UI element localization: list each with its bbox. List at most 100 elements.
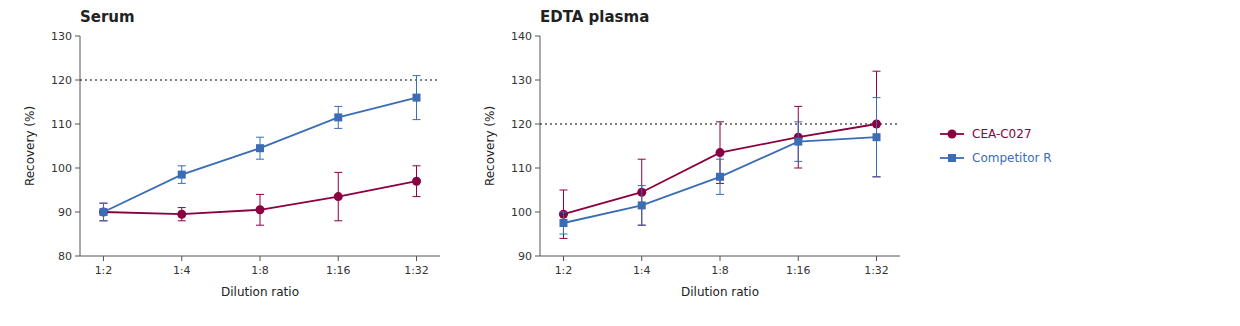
x-tick (338, 256, 339, 261)
y-tick (535, 168, 540, 169)
error-bar (873, 71, 881, 177)
error-bar (559, 212, 567, 234)
y-tick (75, 36, 80, 37)
plot-area (80, 76, 440, 226)
data-point (716, 148, 725, 157)
error-bar (559, 190, 567, 238)
series (559, 71, 881, 238)
error-bar (256, 137, 264, 159)
x-tick-label: 1:8 (251, 264, 269, 277)
error-bar (99, 203, 107, 221)
y-tick-label: 100 (51, 162, 72, 175)
y-tick (535, 80, 540, 81)
error-bar (638, 159, 646, 225)
y-tick (75, 212, 80, 213)
title: Serum (80, 8, 135, 26)
error-bar (178, 208, 186, 221)
y-tick-label: 80 (58, 250, 72, 263)
title: EDTA plasma (540, 8, 649, 26)
y-tick-label: 100 (511, 206, 532, 219)
error-bar (334, 106, 342, 128)
y-tick-label: 120 (511, 118, 532, 131)
error-bar (256, 194, 264, 225)
data-point (559, 219, 567, 227)
y-tick (535, 212, 540, 213)
x-tick-label: 1:32 (864, 264, 889, 277)
y-axis (80, 36, 81, 256)
series (559, 98, 880, 234)
error-bar (794, 122, 802, 162)
legend-item: CEA-C027 (940, 127, 1032, 141)
data-point (178, 171, 186, 179)
data-point (334, 192, 343, 201)
y-tick-label: 130 (511, 74, 532, 87)
data-point (99, 208, 108, 217)
y-axis-label: Recovery (%) (483, 106, 497, 186)
x-tick (798, 256, 799, 261)
x-tick-label: 1:16 (786, 264, 811, 277)
x-tick (416, 256, 417, 261)
data-point (177, 210, 186, 219)
y-axis-label: Recovery (%) (23, 106, 37, 186)
data-point (256, 205, 265, 214)
error-bar (794, 106, 802, 168)
legend-marker (948, 154, 956, 162)
x-tick-label: 1:16 (326, 264, 351, 277)
data-point (716, 173, 724, 181)
x-tick (641, 256, 642, 261)
x-tick-label: 1:4 (173, 264, 191, 277)
series (99, 76, 420, 221)
y-tick (535, 36, 540, 37)
series-line (103, 98, 416, 212)
x-tick-label: 1:32 (404, 264, 429, 277)
legend: CEA-C027 Competitor R (940, 127, 1052, 165)
error-bar (873, 98, 881, 177)
y-tick (535, 124, 540, 125)
x-tick-label: 1:2 (95, 264, 113, 277)
panel: Serum80901001101201301:21:41:81:161:32Di… (23, 8, 440, 299)
error-bar (334, 172, 342, 220)
x-tick (103, 256, 104, 261)
x-tick-label: 1:8 (711, 264, 729, 277)
legend-label: Competitor R (972, 151, 1052, 165)
plot-area (540, 71, 900, 238)
data-point (99, 208, 107, 216)
error-bar (413, 166, 421, 197)
y-tick-label: 90 (518, 250, 532, 263)
series (99, 166, 421, 225)
y-tick (535, 256, 540, 257)
y-tick (75, 256, 80, 257)
data-point (412, 177, 421, 186)
data-point (413, 94, 421, 102)
error-bar (716, 159, 724, 194)
y-tick-label: 110 (511, 162, 532, 175)
y-tick (75, 168, 80, 169)
error-bar (178, 166, 186, 184)
x-axis-label: Dilution ratio (681, 285, 759, 299)
data-point (794, 138, 802, 146)
y-tick-label: 140 (511, 30, 532, 43)
reference-line (80, 80, 440, 81)
x-axis-label: Dilution ratio (221, 285, 299, 299)
error-bar (638, 186, 646, 226)
x-tick (720, 256, 721, 261)
x-tick (260, 256, 261, 261)
x-tick (563, 256, 564, 261)
y-tick-label: 120 (51, 74, 72, 87)
legend-label: CEA-C027 (972, 127, 1032, 141)
legend-marker (948, 130, 957, 139)
data-point (873, 133, 881, 141)
x-tick (876, 256, 877, 261)
x-tick-label: 1:4 (633, 264, 651, 277)
panel: EDTA plasma 90 100 110 120 130 140 1:2 1:4 1:8 1:1… (483, 8, 1052, 299)
data-point (256, 144, 264, 152)
data-point (334, 113, 342, 121)
error-bar (413, 76, 421, 120)
x-tick (181, 256, 182, 261)
x-tick-label: 1:2 (555, 264, 573, 277)
error-bar (99, 203, 107, 221)
y-tick-label: 90 (58, 206, 72, 219)
y-tick-label: 110 (51, 118, 72, 131)
y-tick (75, 80, 80, 81)
chart-root: Serum 80 90 100 110 120 130 1:2 1:4 1:8 1:16 1:32 Di… (0, 0, 1240, 326)
